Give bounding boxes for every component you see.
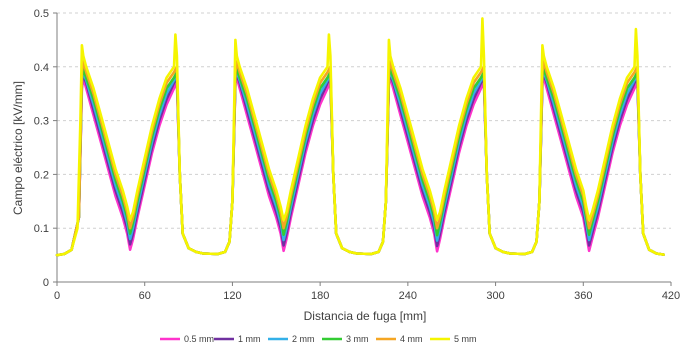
legend-label-5: 5 mm <box>454 334 477 344</box>
y-axis-title: Campo eléctrico [kV/mm] <box>11 81 25 215</box>
legend: 0.5 mm 1 mm 2 mm 3 mm 4 mm 5 mm <box>160 334 477 344</box>
tick-labels: 0 0.1 0.2 0.3 0.4 0.5 0 60 120 180 240 300 360 420 <box>34 8 680 302</box>
y-tick-label: 0.2 <box>34 169 49 181</box>
legend-label-2: 2 mm <box>292 334 315 344</box>
legend-label-3: 3 mm <box>346 334 369 344</box>
series-line-5 <box>55 17 665 257</box>
x-tick-label: 360 <box>574 290 592 302</box>
x-tick-label: 420 <box>662 290 680 302</box>
x-tick-label: 60 <box>139 290 151 302</box>
x-tick-label: 120 <box>223 290 241 302</box>
x-tick-label: 180 <box>311 290 329 302</box>
axes <box>53 12 672 286</box>
legend-label-0: 0.5 mm <box>184 334 214 344</box>
series-lines <box>55 17 665 257</box>
y-tick-label: 0.5 <box>34 8 49 20</box>
y-tick-label: 0 <box>43 277 49 289</box>
x-tick-label: 240 <box>399 290 417 302</box>
y-tick-label: 0.4 <box>34 62 49 74</box>
legend-label-1: 1 mm <box>238 334 261 344</box>
x-axis-title: Distancia de fuga [mm] <box>304 309 427 323</box>
y-tick-label: 0.3 <box>34 116 49 128</box>
x-tick-label: 300 <box>486 290 504 302</box>
legend-label-4: 4 mm <box>400 334 423 344</box>
y-tick-label: 0.1 <box>34 223 49 235</box>
x-tick-label: 0 <box>54 290 60 302</box>
